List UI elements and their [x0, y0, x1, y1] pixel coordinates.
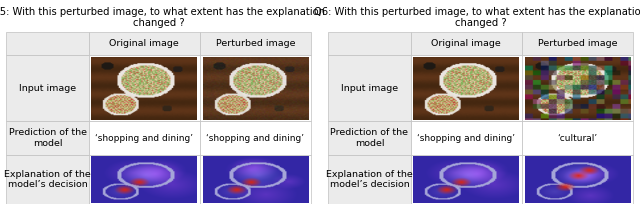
Text: Original image: Original image — [109, 39, 179, 48]
Text: Prediction of the
model: Prediction of the model — [8, 128, 86, 148]
Text: Explanation of the
model’s decision: Explanation of the model’s decision — [4, 170, 91, 189]
Bar — [522, 32, 633, 55]
Bar — [522, 155, 633, 204]
Bar — [411, 121, 522, 155]
Bar — [89, 32, 200, 55]
Bar — [411, 155, 522, 204]
Text: ‘shopping and dining’: ‘shopping and dining’ — [207, 134, 305, 143]
Bar — [89, 121, 200, 155]
Bar — [328, 55, 411, 121]
Text: Q6: With this perturbed image, to what extent has the explanation
changed ?: Q6: With this perturbed image, to what e… — [314, 7, 640, 28]
Bar — [89, 55, 200, 121]
Bar — [328, 32, 411, 55]
Text: Input image: Input image — [341, 84, 398, 93]
Text: Q5: With this perturbed image, to what extent has the explanation
changed ?: Q5: With this perturbed image, to what e… — [0, 7, 325, 28]
Text: Original image: Original image — [431, 39, 501, 48]
Bar — [200, 32, 311, 55]
Bar — [200, 121, 311, 155]
Text: Explanation of the
model’s decision: Explanation of the model’s decision — [326, 170, 413, 189]
Text: ‘shopping and dining’: ‘shopping and dining’ — [95, 134, 193, 143]
Bar — [200, 55, 311, 121]
Bar — [6, 121, 89, 155]
Text: Input image: Input image — [19, 84, 76, 93]
Bar — [200, 155, 311, 204]
Bar — [328, 155, 411, 204]
Text: ‘shopping and dining’: ‘shopping and dining’ — [417, 134, 515, 143]
Bar — [522, 121, 633, 155]
Text: ‘cultural’: ‘cultural’ — [557, 134, 597, 143]
Bar — [6, 155, 89, 204]
Bar — [6, 55, 89, 121]
Text: Perturbed image: Perturbed image — [538, 39, 617, 48]
Bar — [6, 32, 89, 55]
Bar — [89, 155, 200, 204]
Text: Perturbed image: Perturbed image — [216, 39, 295, 48]
Bar — [411, 32, 522, 55]
Bar — [328, 121, 411, 155]
Text: Prediction of the
model: Prediction of the model — [330, 128, 408, 148]
Bar — [411, 55, 522, 121]
Bar — [522, 55, 633, 121]
